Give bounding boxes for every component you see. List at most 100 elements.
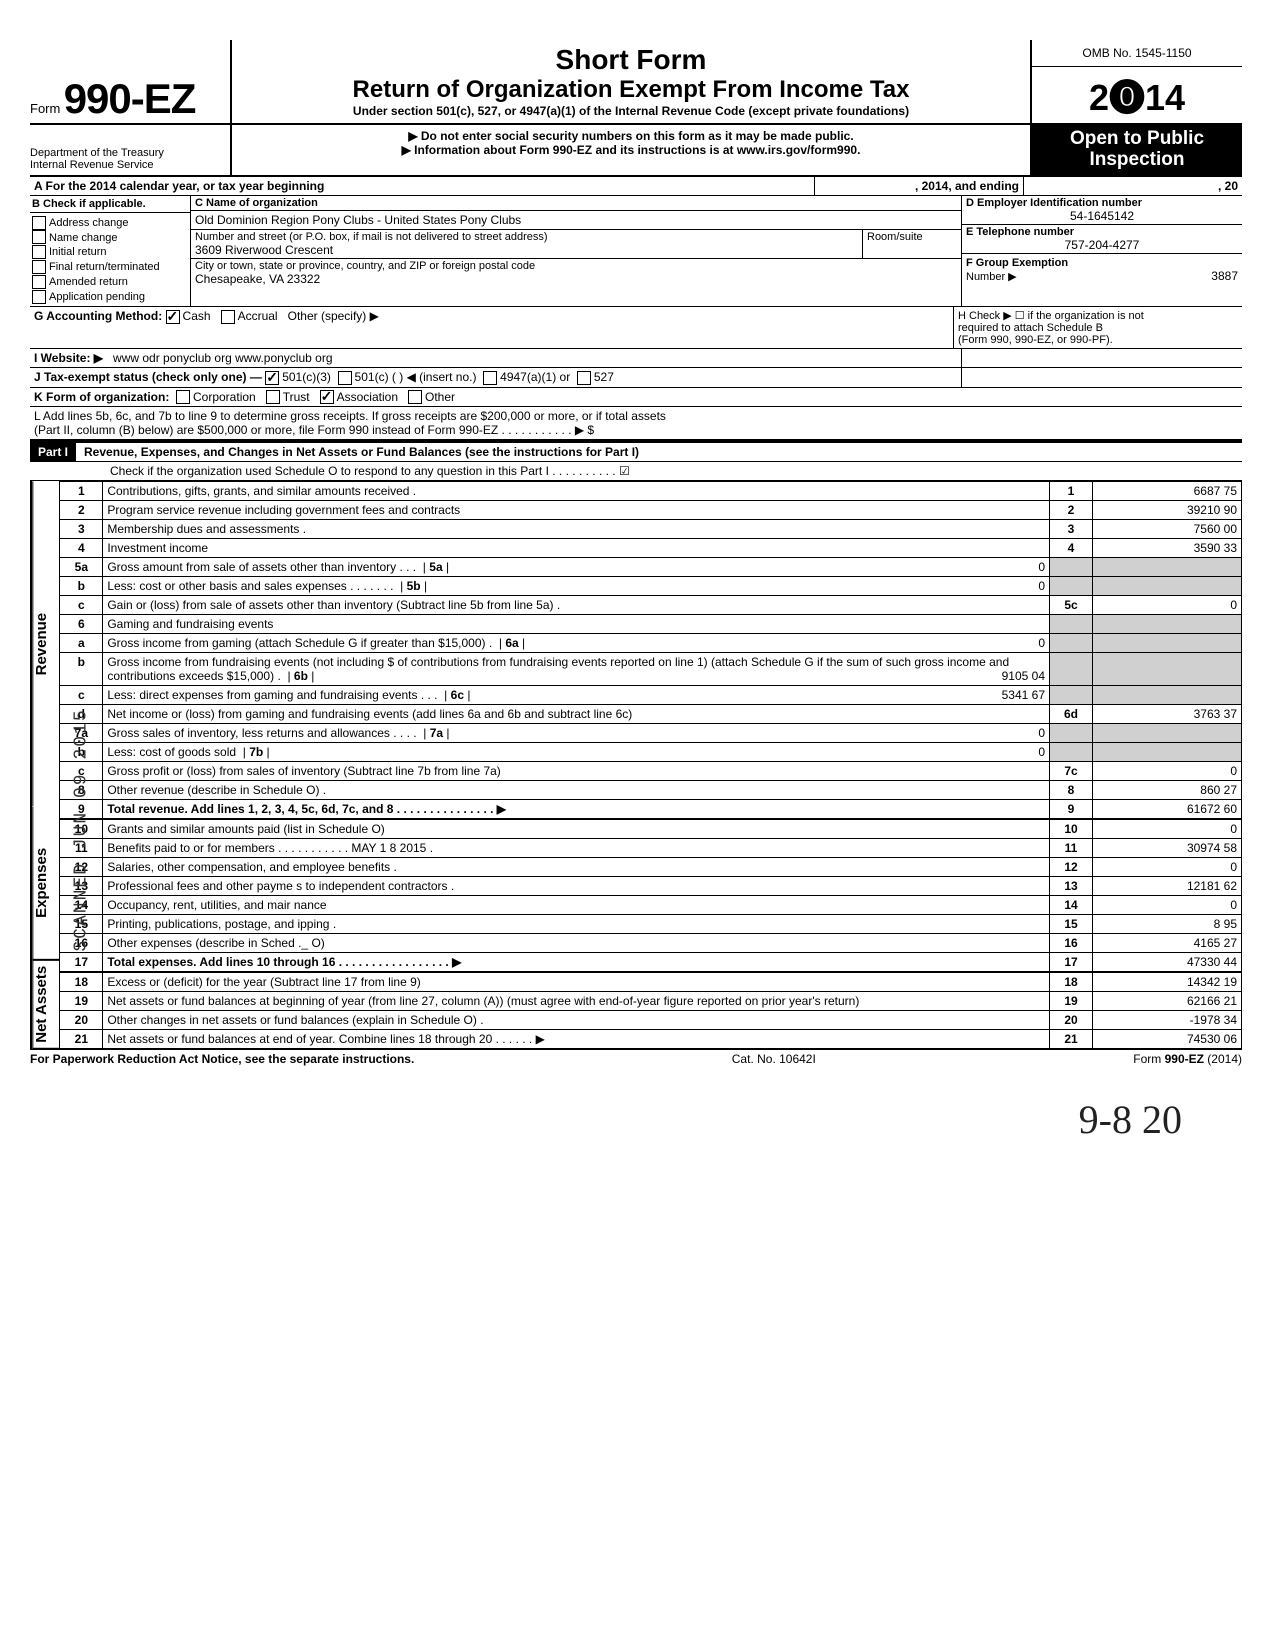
c-street: 3609 Riverwood Crescent [195, 243, 858, 257]
cb-trust[interactable] [266, 390, 280, 404]
cb-accrual[interactable] [221, 310, 235, 324]
h1: H Check ▶ ☐ if the organization is not [958, 309, 1238, 322]
l-row: L Add lines 5b, 6c, and 7b to line 9 to … [30, 407, 1242, 441]
title-main: Return of Organization Exempt From Incom… [240, 76, 1022, 104]
arrow1: ▶ Do not enter social security numbers o… [236, 129, 1026, 143]
cb-assoc[interactable] [320, 390, 334, 404]
line-8: 8Other revenue (describe in Schedule O) … [60, 781, 1242, 800]
h2: required to attach Schedule B [958, 322, 1238, 334]
side-expenses: Expenses [32, 807, 59, 961]
c-name: Old Dominion Region Pony Clubs - United … [191, 211, 961, 230]
period-a-mid: , 2014, and ending [815, 177, 1024, 195]
line-19: 19Net assets or fund balances at beginni… [60, 992, 1242, 1011]
cb-other[interactable] [408, 390, 422, 404]
c-street-label: Number and street (or P.O. box, if mail … [195, 231, 858, 243]
open2: Inspection [1032, 150, 1242, 171]
cb-initial[interactable]: Initial return [32, 244, 188, 259]
footer-left: For Paperwork Reduction Act Notice, see … [30, 1052, 414, 1066]
f-num-label: Number ▶ [966, 271, 1017, 283]
h3: (Form 990, 990-EZ, or 990-PF). [958, 334, 1238, 346]
footer-mid: Cat. No. 10642I [732, 1052, 816, 1066]
line-14: 14Occupancy, rent, utilities, and mair n… [60, 896, 1242, 915]
def-col: D Employer Identification number 54-1645… [962, 196, 1242, 306]
e-label: E Telephone number [966, 226, 1238, 238]
line-21: 21Net assets or fund balances at end of … [60, 1030, 1242, 1049]
period-a-pre: A For the 2014 calendar year, or tax yea… [30, 177, 815, 195]
l-line1: L Add lines 5b, 6c, and 7b to line 9 to … [34, 409, 1238, 423]
cb-amended[interactable]: Amended return [32, 274, 188, 289]
open1: Open to Public [1032, 129, 1242, 150]
footer-right: Form 990-EZ (2014) [1133, 1052, 1242, 1066]
line-18: 18Excess or (deficit) for the year (Subt… [60, 972, 1242, 992]
room-label: Room/suite [862, 230, 961, 258]
entity-block: B Check if applicable. Address change Na… [30, 196, 1242, 307]
cb-pending[interactable]: Application pending [32, 289, 188, 304]
line-9: 9Total revenue. Add lines 1, 2, 3, 4, 5c… [60, 800, 1242, 820]
b-label: B Check if applicable. [30, 196, 190, 213]
cb-address[interactable]: Address change [32, 215, 188, 230]
c-city: Chesapeake, VA 23322 [195, 272, 957, 286]
cb-name[interactable]: Name change [32, 230, 188, 245]
g-label: G Accounting Method: [34, 309, 162, 323]
cb-527[interactable] [577, 371, 591, 385]
title-sub: Under section 501(c), 527, or 4947(a)(1)… [240, 104, 1022, 118]
g-row: G Accounting Method: Cash Accrual Other … [30, 307, 953, 348]
cb-501c3[interactable] [265, 371, 279, 385]
year-box: 2⓿14 [1032, 67, 1242, 123]
line-16: 16Other expenses (describe in Sched ._ O… [60, 934, 1242, 953]
title-block: Short Form Return of Organization Exempt… [232, 40, 1030, 123]
header-row: Form 990-EZ Short Form Return of Organiz… [30, 40, 1242, 125]
line-10: 10Grants and similar amounts paid (list … [60, 819, 1242, 839]
handwriting: 9-8 20 [30, 1096, 1242, 1143]
side-labels: Revenue Expenses Net Assets [30, 481, 59, 1049]
i-value: www odr ponyclub org www.ponyclub org [113, 351, 332, 365]
scan-stamp: SCANNED JUN 09 2015 [72, 708, 92, 951]
public-row: Department of the Treasury Internal Reve… [30, 125, 1242, 177]
part1-title: Revenue, Expenses, and Changes in Net As… [76, 445, 639, 459]
part1-header: Part I Revenue, Expenses, and Changes in… [30, 441, 1242, 462]
d-label: D Employer Identification number [966, 197, 1238, 209]
line-15: 15Printing, publications, postage, and i… [60, 915, 1242, 934]
part1-label: Part I [30, 443, 76, 461]
cb-501c[interactable] [338, 371, 352, 385]
cb-cash[interactable] [166, 310, 180, 324]
cb-corp[interactable] [176, 390, 190, 404]
line-5c: cGain or (loss) from sale of assets othe… [60, 596, 1242, 615]
line-6a: aGross income from gaming (attach Schedu… [60, 634, 1242, 653]
line-1: 1Contributions, gifts, grants, and simil… [60, 482, 1242, 501]
k-row: K Form of organization: Corporation Trus… [30, 388, 1242, 407]
line-6d: dNet income or (loss) from gaming and fu… [60, 705, 1242, 724]
title-short: Short Form [240, 44, 1022, 76]
c-col: C Name of organization Old Dominion Regi… [191, 196, 962, 306]
form-id-block: Form 990-EZ [30, 40, 232, 123]
b-col: B Check if applicable. Address change Na… [30, 196, 191, 306]
line-6b: bGross income from fundraising events (n… [60, 653, 1242, 686]
form-number: 990-EZ [64, 75, 196, 122]
cb-4947[interactable] [483, 371, 497, 385]
line-4: 4Investment income43590 33 [60, 539, 1242, 558]
f-value: 3887 [1211, 269, 1238, 283]
f-label: F Group Exemption [966, 257, 1068, 269]
irs: Internal Revenue Service [30, 159, 230, 171]
j-label: J Tax-exempt status (check only one) — [34, 370, 262, 384]
h-block: H Check ▶ ☐ if the organization is not r… [953, 307, 1242, 348]
cb-final[interactable]: Final return/terminated [32, 259, 188, 274]
line-11: 11Benefits paid to or for members . . . … [60, 839, 1242, 858]
line-7b: bLess: cost of goods sold | 7b | 0 [60, 743, 1242, 762]
k-label: K Form of organization: [34, 390, 169, 404]
j-row: J Tax-exempt status (check only one) — 5… [30, 368, 961, 387]
b-items: Address change Name change Initial retur… [30, 213, 190, 306]
line-5a: 5aGross amount from sale of assets other… [60, 558, 1242, 577]
dept: Department of the Treasury [30, 147, 230, 159]
line-3: 3Membership dues and assessments .37560 … [60, 520, 1242, 539]
i-row: I Website: ▶ www odr ponyclub org www.po… [30, 349, 961, 367]
right-top: OMB No. 1545-1150 2⓿14 [1030, 40, 1242, 123]
dept-block: Department of the Treasury Internal Reve… [30, 125, 232, 175]
line-6c: cLess: direct expenses from gaming and f… [60, 686, 1242, 705]
side-revenue: Revenue [32, 481, 59, 806]
c-label: C Name of organization [191, 196, 961, 211]
d-value: 54-1645142 [966, 209, 1238, 223]
line-2: 2Program service revenue including gover… [60, 501, 1242, 520]
i-label: I Website: ▶ [34, 351, 103, 365]
arrows: ▶ Do not enter social security numbers o… [232, 125, 1030, 175]
